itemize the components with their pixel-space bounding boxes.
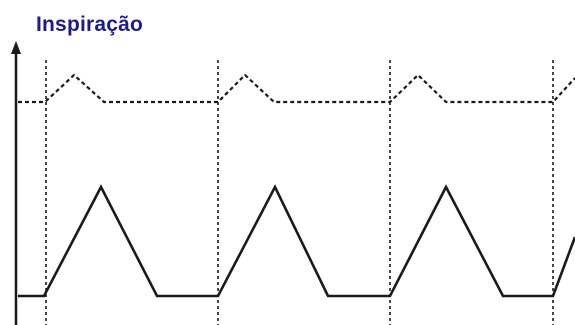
y-axis-arrow-icon (11, 41, 21, 54)
figure-title: Inspiração (36, 13, 144, 36)
lower-solid-waveform (18, 184, 575, 298)
upper-dashed-waveform (18, 73, 575, 104)
cycle-markers (45, 60, 554, 325)
y-axis (11, 41, 21, 325)
